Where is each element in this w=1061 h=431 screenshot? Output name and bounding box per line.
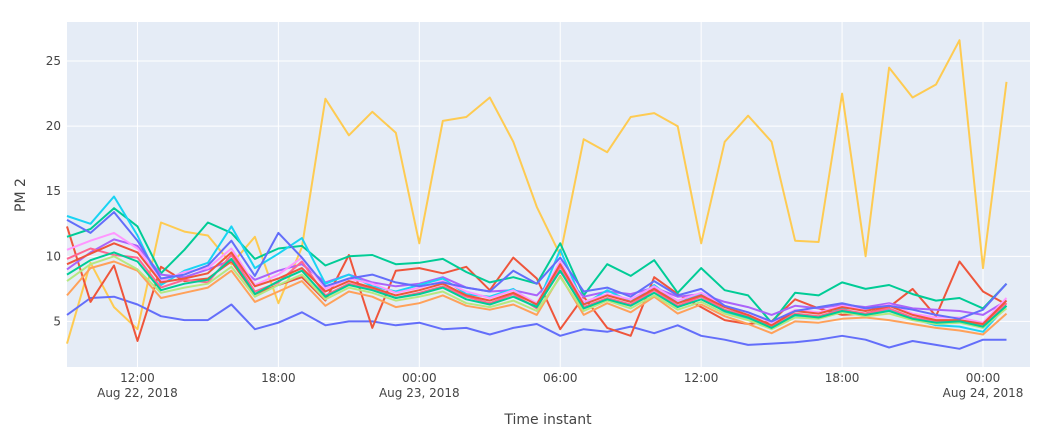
series-line-10	[66, 242, 1008, 327]
series-line-11	[66, 211, 1008, 323]
series-line-5	[66, 260, 1008, 336]
y-tick-label: 15	[46, 184, 61, 198]
series-layer	[66, 39, 1008, 350]
x-tick-label: 12:00	[684, 371, 719, 385]
x-tick-date-label: Aug 24, 2018	[943, 386, 1024, 400]
series-line-1	[66, 295, 1007, 350]
x-tick-label: 12:00	[120, 371, 155, 385]
plot-background	[67, 22, 1030, 367]
x-tick-date-label: Aug 23, 2018	[379, 386, 460, 400]
x-tick-label: 18:00	[261, 371, 296, 385]
x-tick-date-label: Aug 22, 2018	[97, 386, 178, 400]
y-tick-label: 5	[53, 314, 61, 328]
y-axis-title: PM 2	[13, 178, 29, 212]
y-tick-label: 25	[46, 54, 61, 68]
y-tick-label: 20	[46, 119, 61, 133]
series-line-12	[66, 251, 1008, 329]
x-tick-label: 06:00	[543, 371, 578, 385]
x-axis-title: Time instant	[503, 412, 592, 428]
x-tick-label: 18:00	[825, 371, 860, 385]
x-tick-label: 00:00	[402, 371, 437, 385]
series-line-8	[66, 255, 1008, 331]
y-tick-label: 10	[46, 249, 61, 263]
series-line-7	[66, 247, 1008, 328]
x-tick-label: 00:00	[966, 371, 1001, 385]
